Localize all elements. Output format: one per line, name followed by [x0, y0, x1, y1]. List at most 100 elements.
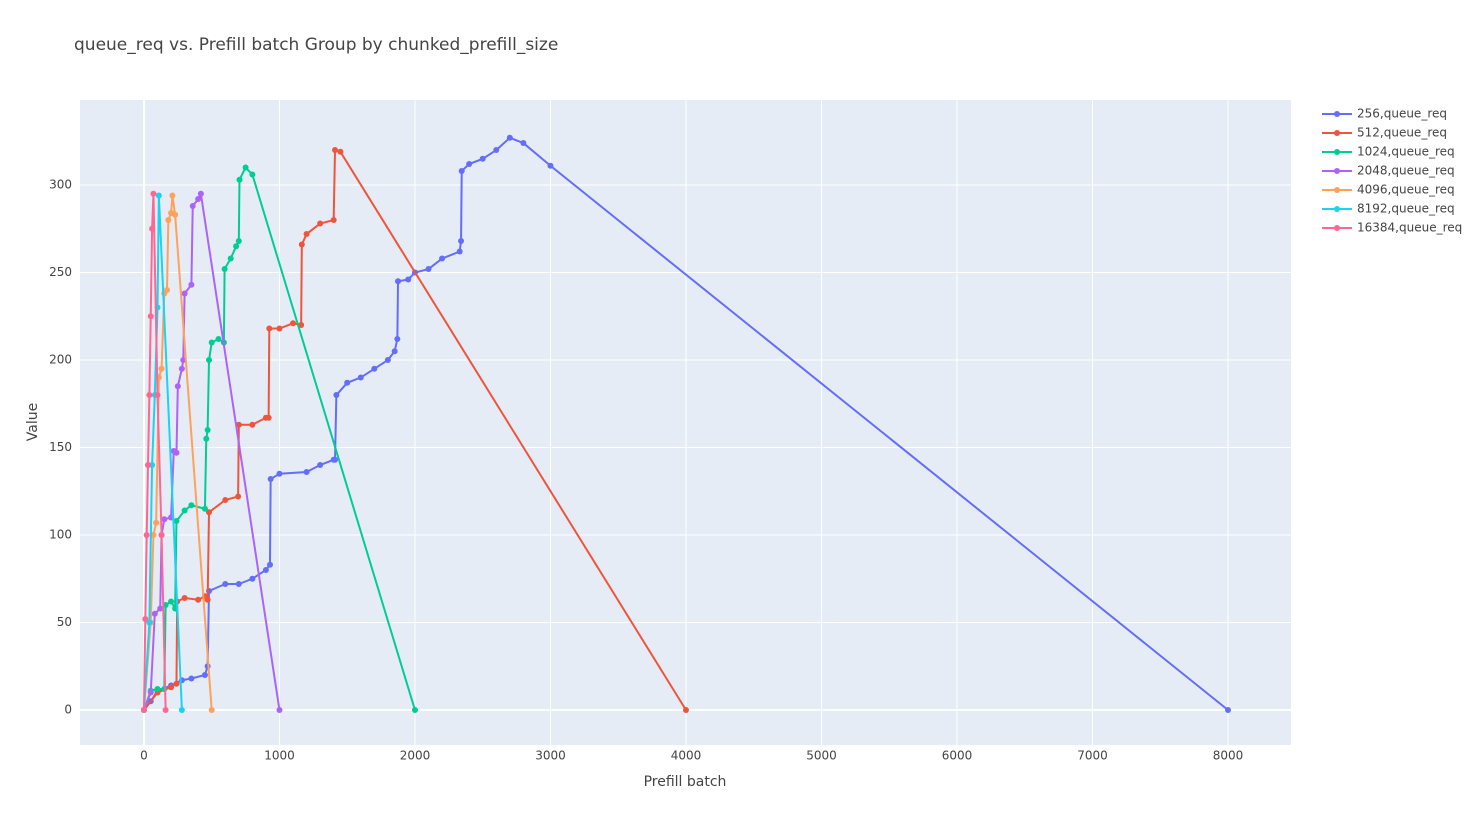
data-point — [181, 595, 188, 602]
data-point — [150, 190, 157, 197]
y-tick-label: 0 — [64, 703, 72, 717]
legend-label: 8192,queue_req — [1357, 202, 1455, 216]
data-point — [317, 220, 324, 227]
data-point — [143, 532, 150, 539]
legend-label: 1024,queue_req — [1357, 145, 1455, 159]
data-point — [197, 190, 204, 197]
data-point — [215, 336, 222, 343]
legend-label: 256,queue_req — [1357, 107, 1447, 121]
data-point — [222, 497, 229, 504]
data-point — [357, 374, 364, 381]
data-point — [188, 675, 195, 682]
data-point — [330, 217, 337, 224]
data-point — [333, 392, 340, 399]
y-tick-label: 50 — [57, 615, 72, 629]
data-point — [147, 689, 154, 696]
data-point — [266, 561, 273, 568]
data-point — [158, 365, 165, 372]
data-point — [371, 365, 378, 372]
data-point — [188, 502, 195, 509]
data-point — [439, 255, 446, 262]
data-point — [149, 225, 156, 232]
data-point — [227, 255, 234, 262]
data-point — [205, 509, 212, 516]
data-point — [181, 290, 188, 297]
legend-marker — [1334, 130, 1340, 136]
data-point — [332, 147, 339, 154]
data-point — [146, 392, 153, 399]
data-point — [195, 596, 202, 603]
data-point — [236, 176, 243, 183]
data-point — [204, 427, 211, 434]
y-tick-label: 100 — [49, 528, 72, 542]
data-point — [189, 203, 196, 210]
data-point — [682, 707, 689, 714]
data-point — [394, 336, 401, 343]
chart-title: queue_req vs. Prefill batch Group by chu… — [74, 35, 558, 55]
data-point — [506, 134, 513, 141]
data-point — [181, 507, 188, 514]
data-point — [298, 241, 305, 248]
data-point — [155, 192, 162, 199]
legend-marker — [1334, 149, 1340, 155]
data-point — [151, 610, 158, 617]
series — [140, 190, 169, 714]
legend-marker — [1334, 168, 1340, 174]
data-point — [154, 686, 161, 693]
data-point — [201, 672, 208, 679]
legend-marker — [1334, 187, 1340, 193]
data-point — [235, 581, 242, 588]
data-point — [235, 238, 242, 245]
data-point — [344, 379, 351, 386]
data-point — [458, 238, 465, 245]
legend-marker — [1334, 111, 1340, 117]
data-point — [249, 421, 256, 428]
legend-marker — [1334, 225, 1340, 231]
data-point — [337, 148, 344, 155]
legend-label: 2048,queue_req — [1357, 164, 1455, 178]
data-point — [168, 684, 175, 691]
data-point — [163, 287, 170, 294]
data-point — [262, 567, 269, 574]
data-point — [384, 357, 391, 364]
y-tick-label: 250 — [49, 265, 72, 279]
data-point — [168, 598, 175, 605]
data-point — [479, 155, 486, 162]
legend-label: 16384,queue_req — [1357, 221, 1462, 235]
data-point — [242, 164, 249, 171]
data-point — [162, 707, 169, 714]
data-point — [233, 243, 240, 250]
data-point — [276, 470, 283, 477]
x-tick-label: 4000 — [671, 749, 702, 763]
legend-label: 4096,queue_req — [1357, 183, 1455, 197]
data-point — [208, 339, 215, 346]
y-axis-title: Value — [25, 403, 41, 441]
data-point — [158, 532, 165, 539]
data-point — [201, 505, 208, 512]
data-point — [235, 493, 242, 500]
y-tick-label: 200 — [49, 353, 72, 367]
data-point — [153, 519, 160, 526]
x-tick-label: 8000 — [1213, 749, 1244, 763]
data-point — [276, 707, 283, 714]
data-point — [161, 516, 168, 523]
data-point — [493, 147, 500, 154]
data-point — [303, 469, 310, 476]
data-point — [290, 320, 297, 327]
data-point — [547, 162, 554, 169]
x-tick-label: 7000 — [1077, 749, 1108, 763]
x-tick-label: 3000 — [535, 749, 566, 763]
data-point — [188, 281, 195, 288]
data-point — [195, 196, 202, 203]
data-point — [145, 462, 152, 469]
data-point — [458, 168, 465, 175]
data-point — [235, 421, 242, 428]
x-tick-label: 2000 — [400, 749, 431, 763]
data-point — [140, 707, 147, 714]
data-point — [208, 707, 215, 714]
data-point — [1224, 707, 1231, 714]
data-point — [221, 266, 228, 273]
data-point — [267, 476, 274, 483]
data-point — [411, 707, 418, 714]
